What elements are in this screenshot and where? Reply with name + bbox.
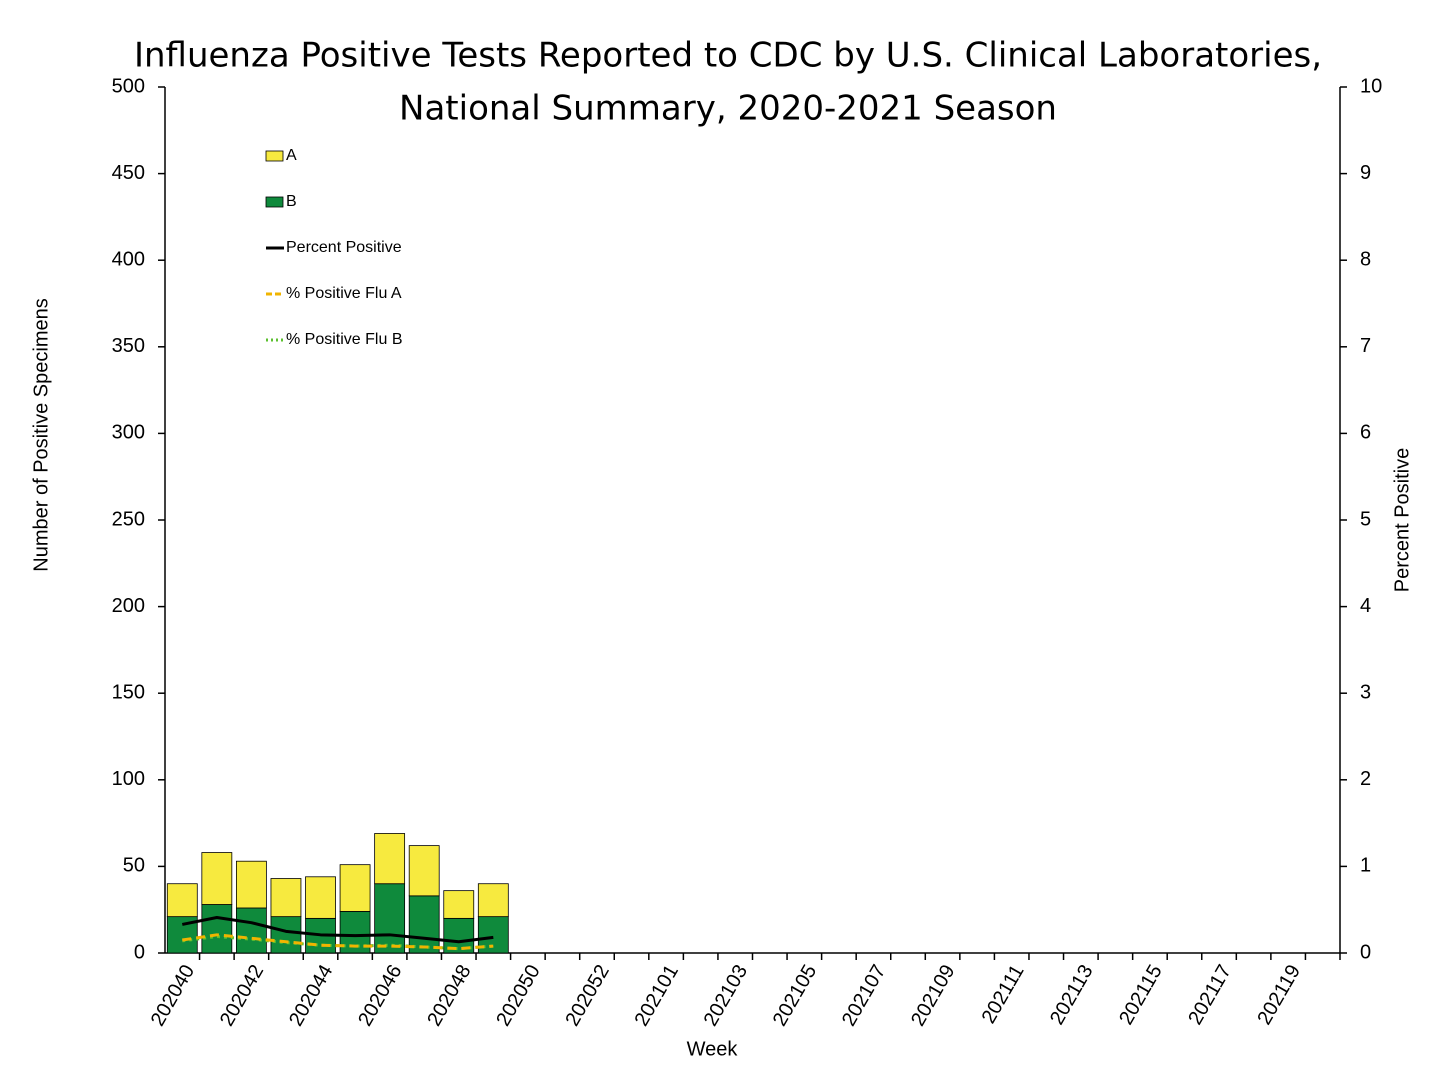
bar xyxy=(201,904,233,954)
y-tick-label: 150 xyxy=(112,681,145,703)
x-tick-label: 202107 xyxy=(838,961,890,1030)
y2-tick-label: 7 xyxy=(1360,335,1371,357)
bar xyxy=(374,883,406,954)
y-tick-label: 400 xyxy=(112,248,145,270)
y2-tick-label: 1 xyxy=(1360,855,1371,877)
bar xyxy=(339,864,371,912)
bar xyxy=(235,860,267,909)
chart-title: Influenza Positive Tests Reported to CDC… xyxy=(134,36,1322,76)
x-tick-label: 202113 xyxy=(1046,961,1098,1029)
legend-label: B xyxy=(286,193,297,210)
y2-tick-label: 8 xyxy=(1360,248,1371,270)
x-tick-label: 202115 xyxy=(1115,961,1167,1029)
y2-tick-label: 2 xyxy=(1360,768,1371,790)
bar xyxy=(305,876,336,919)
x-tick-label: 202052 xyxy=(561,961,613,1030)
y-axis-label: Number of Positive Specimens xyxy=(30,298,52,571)
bar xyxy=(166,883,198,918)
legend-label: % Positive Flu B xyxy=(286,331,402,348)
x-tick-label: 202105 xyxy=(769,961,821,1030)
x-tick-label: 202048 xyxy=(423,961,475,1030)
bar xyxy=(408,895,440,954)
bar xyxy=(374,833,406,885)
y-tick-label: 450 xyxy=(112,162,145,184)
y2-tick-label: 6 xyxy=(1360,422,1371,444)
y-tick-label: 350 xyxy=(112,335,145,357)
y2-tick-label: 9 xyxy=(1360,162,1371,184)
x-tick-label: 202101 xyxy=(631,961,683,1030)
y2-tick-label: 4 xyxy=(1360,595,1371,617)
chart-title: National Summary, 2020-2021 Season xyxy=(399,89,1057,129)
bar xyxy=(443,890,475,919)
y2-axis-label: Percent Positive xyxy=(1391,448,1413,593)
x-tick-label: 202040 xyxy=(147,961,199,1030)
y-tick-label: 200 xyxy=(112,595,145,617)
y-tick-label: 50 xyxy=(123,855,145,877)
bar xyxy=(408,845,440,897)
x-tick-label: 202103 xyxy=(700,961,752,1030)
bar xyxy=(270,878,302,918)
legend-label: Percent Positive xyxy=(286,239,402,256)
legend-swatch xyxy=(265,150,284,162)
x-tick-label: 202044 xyxy=(285,961,337,1030)
y2-tick-label: 3 xyxy=(1360,681,1371,703)
legend-label: % Positive Flu A xyxy=(286,285,402,302)
line-series xyxy=(181,915,494,944)
x-tick-label: 202042 xyxy=(216,961,268,1030)
x-tick-label: 202109 xyxy=(907,961,959,1030)
bar xyxy=(477,883,509,918)
y-tick-label: 500 xyxy=(112,75,145,97)
x-tick-label: 202111 xyxy=(978,961,1029,1027)
x-tick-label: 202046 xyxy=(354,961,406,1030)
y-tick-label: 300 xyxy=(112,422,145,444)
x-tick-label: 202119 xyxy=(1253,961,1305,1029)
x-axis-label: Week xyxy=(687,1038,739,1060)
legend-swatch xyxy=(265,196,284,208)
y2-tick-label: 10 xyxy=(1360,75,1382,97)
line-series xyxy=(182,933,494,951)
y2-tick-label: 5 xyxy=(1360,508,1371,530)
x-tick-label: 202117 xyxy=(1184,961,1236,1029)
y-tick-label: 100 xyxy=(112,768,145,790)
bar xyxy=(201,852,233,905)
bar xyxy=(235,907,267,954)
legend-label: A xyxy=(286,147,297,164)
y2-tick-label: 0 xyxy=(1360,941,1371,963)
y-tick-label: 250 xyxy=(112,508,145,530)
x-tick-label: 202050 xyxy=(492,961,544,1030)
y-tick-label: 0 xyxy=(134,941,145,963)
bar xyxy=(270,916,302,954)
